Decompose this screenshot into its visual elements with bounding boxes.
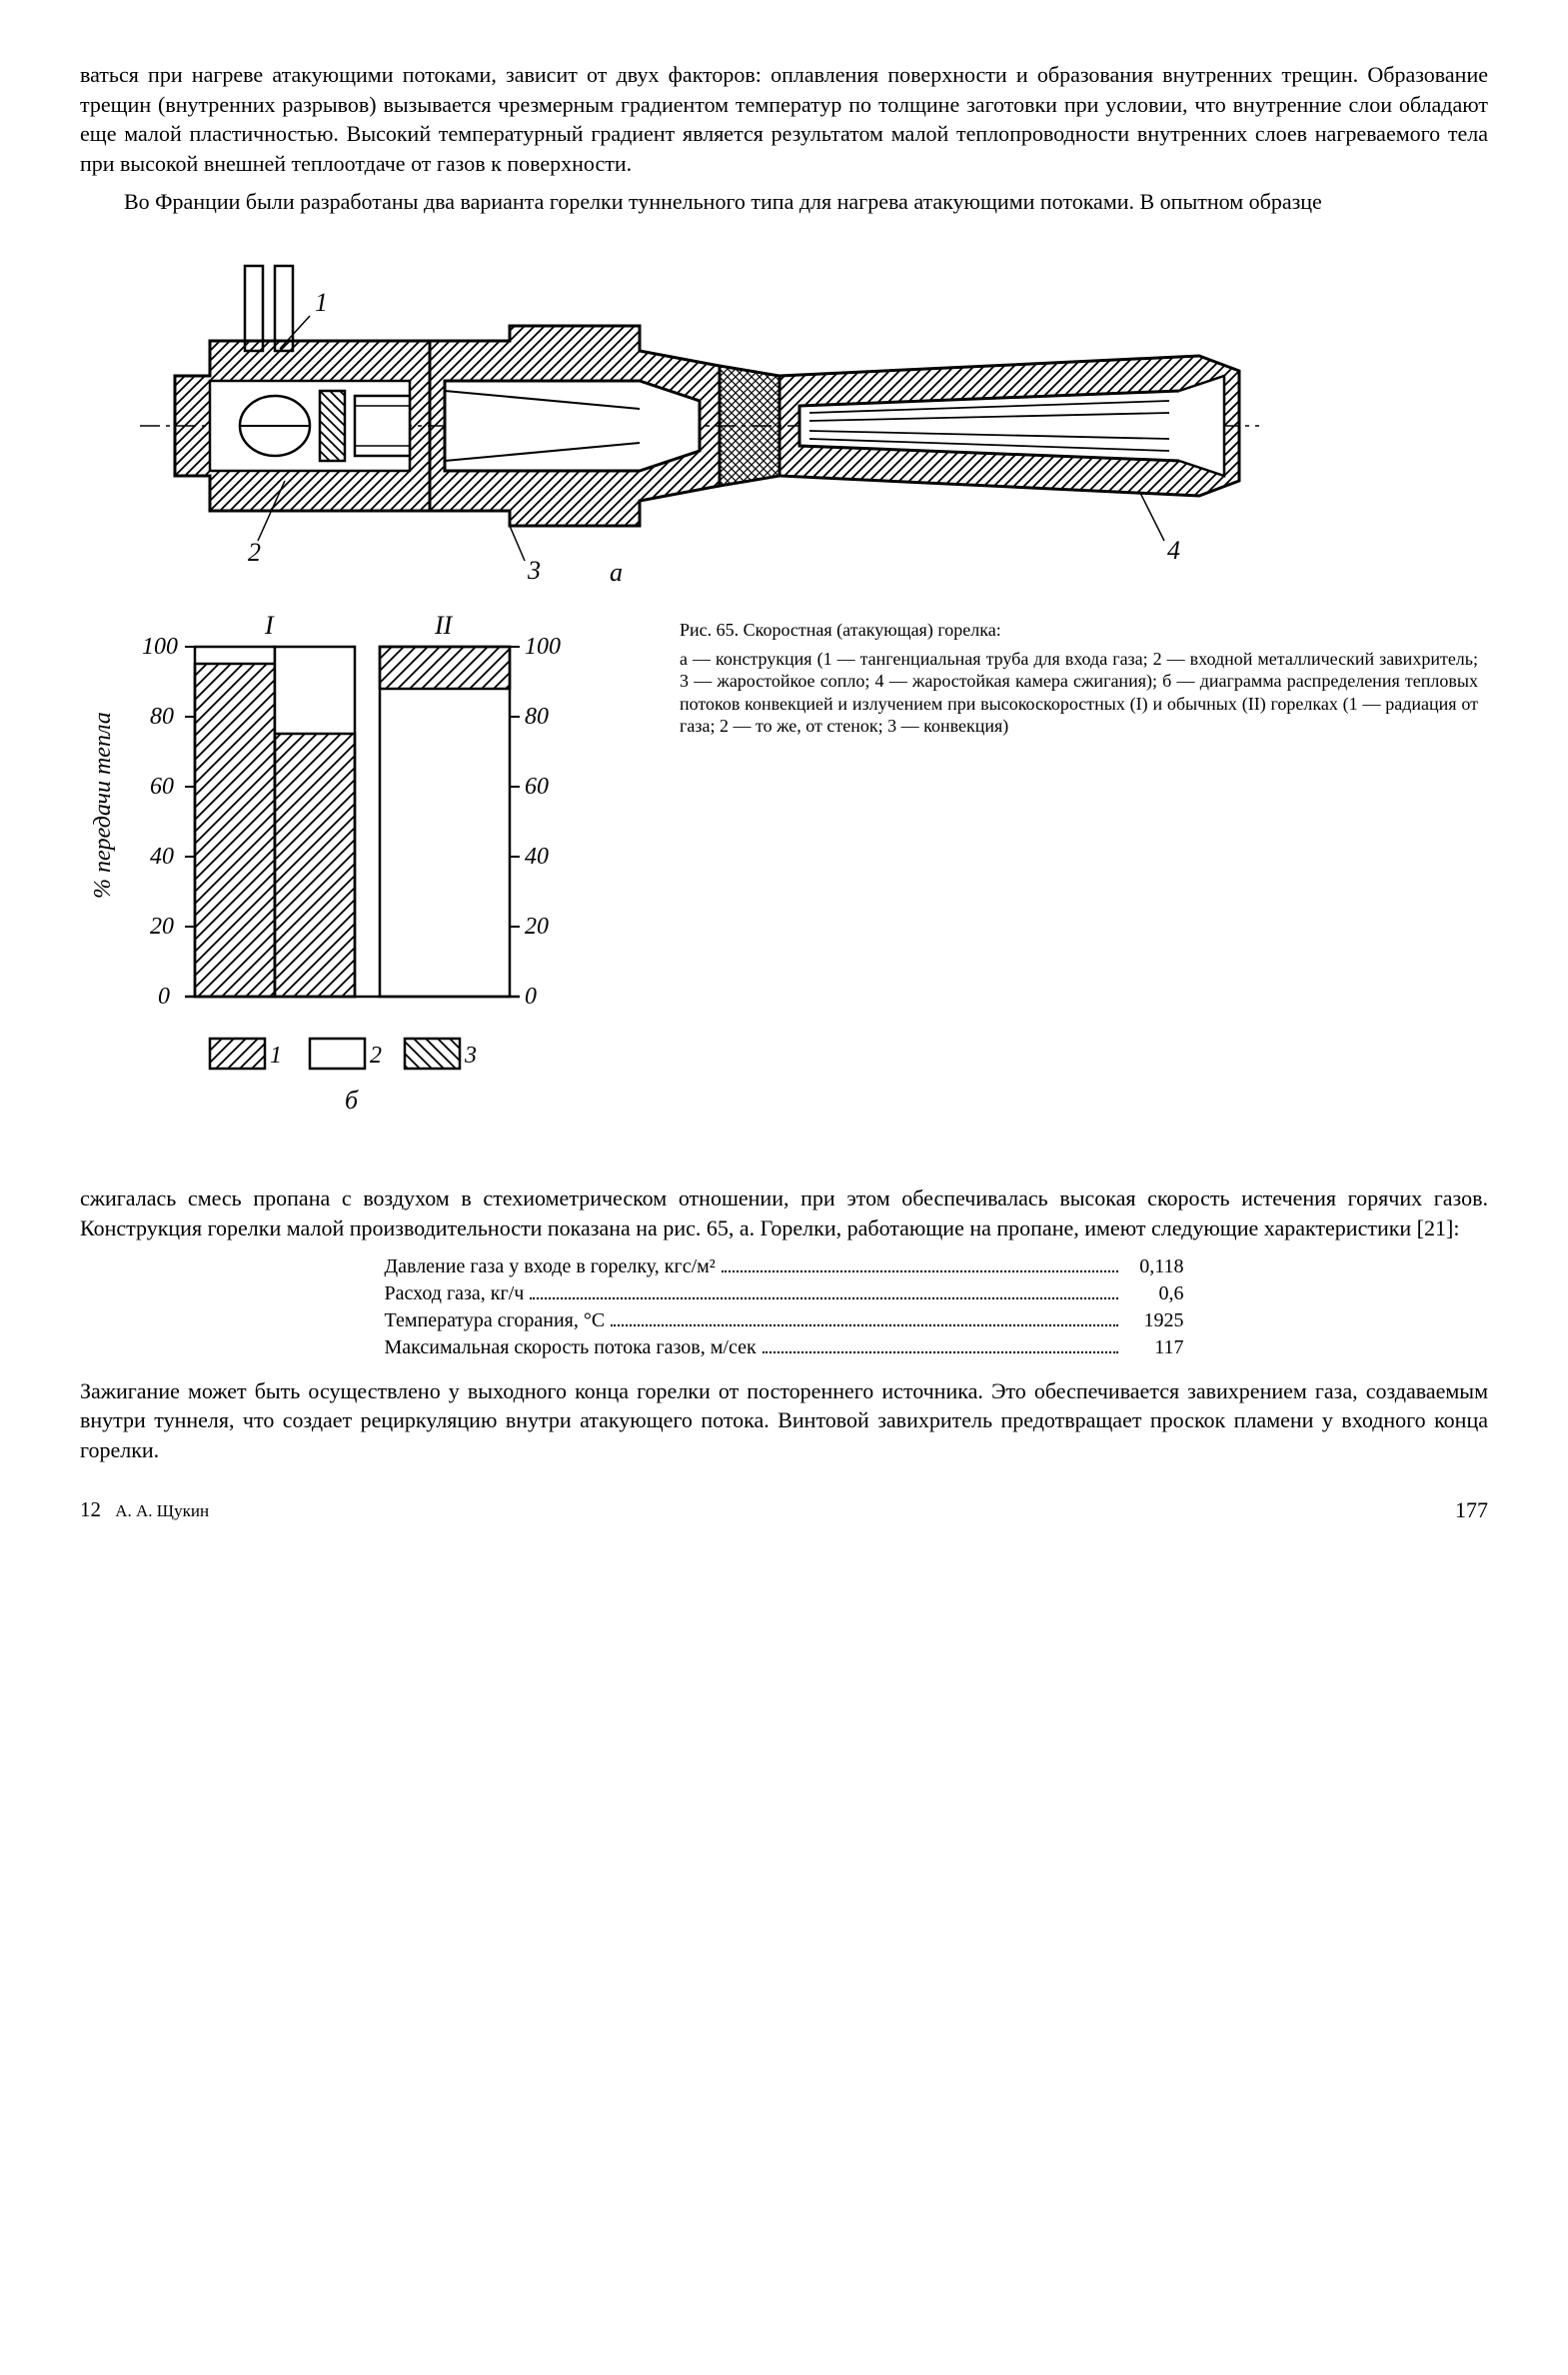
paragraph-1: ваться при нагреве атакующими потоками, … bbox=[80, 60, 1488, 179]
spec-row: Максимальная скорость потока газов, м/се… bbox=[385, 1334, 1184, 1361]
tick-left-80: 80 bbox=[150, 704, 174, 730]
chart-y-label: % передачи тепла bbox=[90, 712, 116, 899]
spec-dots bbox=[763, 1351, 1118, 1353]
tick-right-60: 60 bbox=[525, 774, 549, 800]
legend-2: 2 bbox=[370, 1043, 382, 1069]
footer-sheet-num: 12 bbox=[80, 1497, 101, 1521]
tick-right-100: 100 bbox=[525, 634, 561, 660]
fig-a-label-3: 3 bbox=[527, 556, 541, 585]
fig-a-label-2: 2 bbox=[248, 538, 261, 567]
chart-group-I: I bbox=[264, 611, 275, 640]
spec-dots bbox=[611, 1324, 1117, 1326]
spec-row: Расход газа, кг/ч 0,6 bbox=[385, 1280, 1184, 1307]
figure-65: 1 2 3 4 а % передачи тепла 100 bbox=[80, 241, 1488, 1159]
spec-row: Давление газа у входе в горелку, кгс/м² … bbox=[385, 1253, 1184, 1280]
page-footer: 12 А. А. Щукин 177 bbox=[80, 1495, 1488, 1525]
caption-title: Рис. 65. Скоростная (атакующая) горелка: bbox=[680, 619, 1478, 642]
fig-a-label-a: а bbox=[610, 558, 623, 587]
spec-label: Давление газа у входе в горелку, кгс/м² bbox=[385, 1253, 716, 1280]
spec-value: 1925 bbox=[1124, 1307, 1184, 1334]
footer-page-num: 177 bbox=[1455, 1495, 1488, 1525]
spec-table: Давление газа у входе в горелку, кгс/м² … bbox=[385, 1253, 1184, 1361]
legend-3: 3 bbox=[464, 1043, 477, 1069]
figure-caption: Рис. 65. Скоростная (атакующая) горелка:… bbox=[640, 599, 1488, 738]
tick-right-0: 0 bbox=[525, 984, 537, 1010]
spec-dots bbox=[722, 1270, 1118, 1272]
figure-65-a: 1 2 3 4 а bbox=[80, 241, 1279, 591]
tick-left-20: 20 bbox=[150, 914, 174, 940]
spec-row: Температура сгорания, °C 1925 bbox=[385, 1307, 1184, 1334]
spec-label: Расход газа, кг/ч bbox=[385, 1280, 525, 1307]
tick-right-20: 20 bbox=[525, 914, 549, 940]
tick-left-0: 0 bbox=[158, 984, 170, 1010]
paragraph-4: Зажигание может быть осуществлено у выхо… bbox=[80, 1376, 1488, 1465]
spec-dots bbox=[530, 1297, 1117, 1299]
paragraph-2: Во Франции были разработаны два варианта… bbox=[80, 187, 1488, 217]
tick-right-40: 40 bbox=[525, 844, 549, 870]
fig-b-label: б bbox=[345, 1086, 359, 1115]
paragraph-3: сжигалась смесь пропана с воздухом в сте… bbox=[80, 1184, 1488, 1242]
caption-body: а — конструкция (1 — тангенциальная труб… bbox=[680, 648, 1478, 738]
chart-group-II: II bbox=[434, 611, 454, 640]
tick-left-60: 60 bbox=[150, 774, 174, 800]
spec-label: Максимальная скорость потока газов, м/се… bbox=[385, 1334, 757, 1361]
tick-left-40: 40 bbox=[150, 844, 174, 870]
fig-a-label-1: 1 bbox=[315, 288, 328, 317]
spec-label: Температура сгорания, °C bbox=[385, 1307, 606, 1334]
footer-author: А. А. Щукин bbox=[115, 1501, 209, 1520]
fig-a-label-4: 4 bbox=[1167, 536, 1180, 565]
figure-65-b-chart: % передачи тепла 100 80 60 40 20 0 100 8… bbox=[80, 599, 640, 1159]
tick-right-80: 80 bbox=[525, 704, 549, 730]
spec-value: 0,118 bbox=[1124, 1253, 1184, 1280]
spec-value: 0,6 bbox=[1124, 1280, 1184, 1307]
spec-value: 117 bbox=[1124, 1334, 1184, 1361]
legend-1: 1 bbox=[270, 1043, 282, 1069]
tick-left-100: 100 bbox=[142, 634, 178, 660]
